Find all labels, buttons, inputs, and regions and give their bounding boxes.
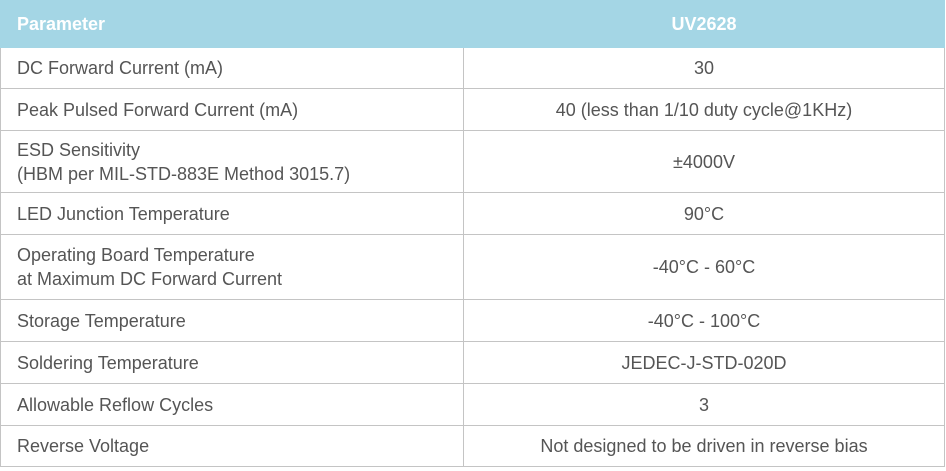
parameter-cell: Soldering Temperature (0, 341, 464, 384)
table-row: ESD Sensitivity (HBM per MIL-STD-883E Me… (0, 130, 945, 193)
table-row: LED Junction Temperature 90°C (0, 192, 945, 235)
table-row: Storage Temperature -40°C - 100°C (0, 299, 945, 342)
table-row: Reverse Voltage Not designed to be driven… (0, 425, 945, 467)
parameter-cell: Storage Temperature (0, 299, 464, 342)
parameter-cell: Peak Pulsed Forward Current (mA) (0, 88, 464, 131)
value-cell: -40°C - 100°C (463, 299, 945, 342)
parameter-cell: ESD Sensitivity (HBM per MIL-STD-883E Me… (0, 130, 464, 193)
value-cell: -40°C - 60°C (463, 234, 945, 300)
parameter-cell: LED Junction Temperature (0, 192, 464, 235)
value-cell: 3 (463, 383, 945, 426)
parameter-cell: DC Forward Current (mA) (0, 47, 464, 89)
table-body: DC Forward Current (mA) 30 Peak Pulsed For… (0, 47, 945, 467)
value-cell: ±4000V (463, 130, 945, 193)
parameter-cell: Reverse Voltage (0, 425, 464, 467)
value-cell: Not designed to be driven in reverse bia… (463, 425, 945, 467)
table-row: Peak Pulsed Forward Current (mA) 40 (less… (0, 88, 945, 131)
value-cell: 40 (less than 1/10 duty cycle@1KHz) (463, 88, 945, 131)
parameter-cell: Allowable Reflow Cycles (0, 383, 464, 426)
header-cell: UV2628 (463, 0, 945, 48)
table-row: Soldering Temperature JEDEC-J-STD-020D (0, 341, 945, 384)
table-row: Allowable Reflow Cycles 3 (0, 383, 945, 426)
value-cell: 30 (463, 47, 945, 89)
value-cell: JEDEC-J-STD-020D (463, 341, 945, 384)
value-cell: 90°C (463, 192, 945, 235)
header-row: Parameter UV2628 (0, 0, 945, 48)
table-row: DC Forward Current (mA) 30 (0, 47, 945, 89)
parameter-cell: Operating Board Temperature at Maximum D… (0, 234, 464, 300)
table-row: Operating Board Temperature at Maximum D… (0, 234, 945, 300)
header-cell: Parameter (0, 0, 464, 48)
